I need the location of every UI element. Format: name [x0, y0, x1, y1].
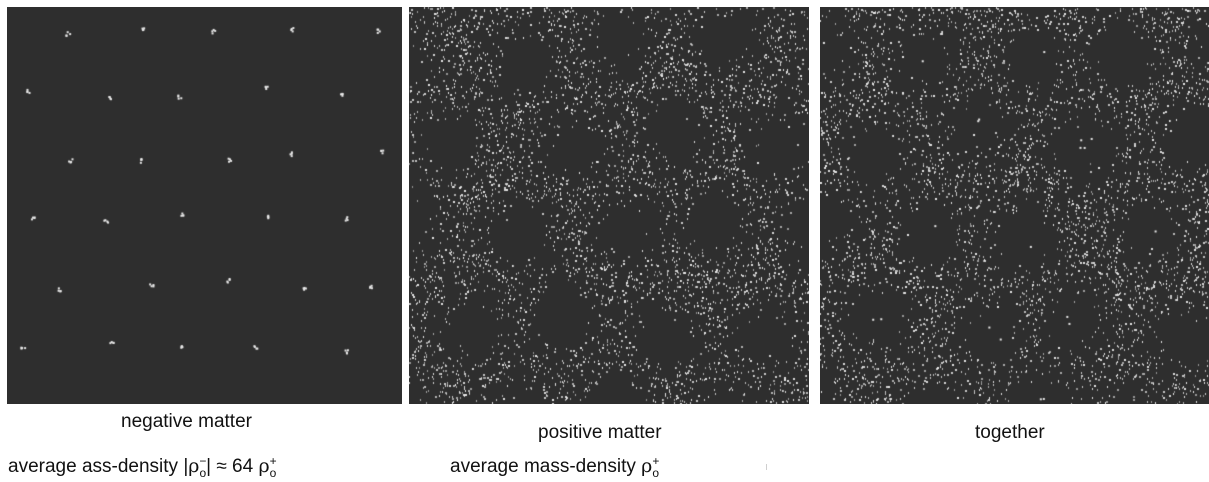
rho-superscript-positive: + [652, 454, 660, 468]
positive-matter-image [409, 7, 809, 404]
rho-symbol: ρ [188, 455, 200, 477]
negative-matter-image [7, 7, 402, 404]
stray-tick-mark [766, 464, 767, 470]
rho-subscript: o [652, 466, 660, 480]
negative-matter-caption: negative matter [121, 411, 252, 432]
rho-symbol: ρ [258, 455, 270, 477]
rho-superscript-positive: + [269, 454, 277, 468]
rho-subscript: o [269, 466, 277, 480]
negative-density-caption: average ass-density |ρ−o| ≈ 64 ρ+o [8, 454, 277, 480]
positive-matter-caption: positive matter [538, 422, 662, 443]
together-caption: together [975, 422, 1045, 443]
together-image [820, 7, 1209, 404]
positive-density-text: average mass-density [450, 456, 642, 477]
rho-superscript-negative: − [199, 454, 207, 468]
approx-text: | ≈ 64 [206, 456, 259, 477]
rho-subscript: o [199, 466, 207, 480]
rho-symbol: ρ [641, 455, 653, 477]
negative-density-text: average ass-density | [8, 456, 189, 477]
positive-density-caption: average mass-density ρ+o [450, 454, 660, 480]
